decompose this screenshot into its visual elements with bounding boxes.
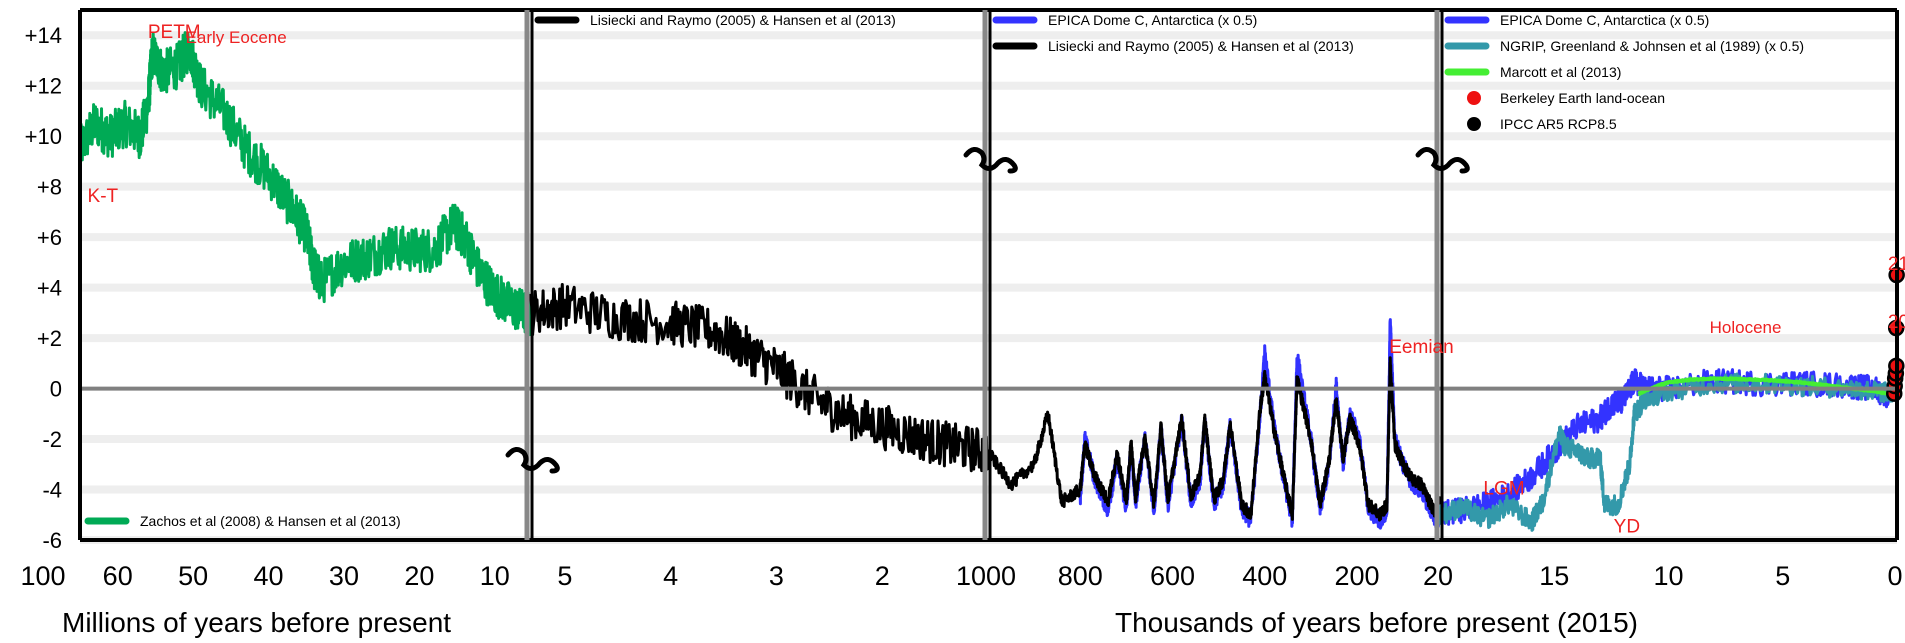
y-tick-label: +6 xyxy=(37,225,62,250)
legend-label: Lisiecki and Raymo (2005) & Hansen et al… xyxy=(590,12,896,28)
annotation-label: YD xyxy=(1614,516,1640,537)
frame-layer xyxy=(78,8,1899,542)
x-tick-label: 5 xyxy=(1775,561,1790,591)
x-tick-label: 30 xyxy=(329,561,359,591)
y-tick-label: +10 xyxy=(25,124,62,149)
annotation-label: PETM xyxy=(148,22,201,43)
legend-label: IPCC AR5 RCP8.5 xyxy=(1500,116,1617,132)
annotation-label: Eemian xyxy=(1389,337,1453,358)
y-tick-label: +14 xyxy=(25,23,62,48)
x-tick-label: 40 xyxy=(254,561,284,591)
annotation-label: Holocene xyxy=(1710,318,1782,337)
legend-dot xyxy=(1467,91,1481,105)
x-tick-label: 10 xyxy=(480,561,510,591)
axis-break-icon xyxy=(963,147,1018,174)
x-tick-label: 4 xyxy=(663,561,678,591)
annotation-label: K-T xyxy=(88,186,119,207)
y-tick-label: -4 xyxy=(42,478,62,503)
y-tick-label: -2 xyxy=(42,427,62,452)
legend-label: EPICA Dome C, Antarctica (x 0.5) xyxy=(1500,12,1709,28)
annotation-label: LGM xyxy=(1483,479,1524,500)
legend-label: Zachos et al (2008) & Hansen et al (2013… xyxy=(140,513,401,529)
y-tick-label: 0 xyxy=(50,377,62,402)
legend-label: EPICA Dome C, Antarctica (x 0.5) xyxy=(1048,12,1257,28)
axis-break-icon xyxy=(1415,147,1470,174)
x-tick-label: 200 xyxy=(1334,561,1379,591)
x-tick-label: 0 xyxy=(1887,561,1902,591)
series-line xyxy=(78,31,532,337)
series-line xyxy=(1438,368,1892,526)
y-tick-label: +8 xyxy=(37,175,62,200)
x-tick-label: 2 xyxy=(875,561,890,591)
x-tick-label: 100 xyxy=(20,561,65,591)
x-tick-label: 50 xyxy=(178,561,208,591)
x-axis-label-thousands: Thousands of years before present (2015) xyxy=(1115,607,1638,638)
annotation-label: Early Eocene xyxy=(186,28,287,47)
annotation-label: 2050 xyxy=(1888,312,1905,333)
legend-label: Lisiecki and Raymo (2005) & Hansen et al… xyxy=(1048,38,1354,54)
y-tick-label: -6 xyxy=(42,528,62,553)
y-tick-label: +12 xyxy=(25,74,62,99)
legend-label: Berkeley Earth land-ocean xyxy=(1500,90,1665,106)
x-tick-label: 10 xyxy=(1653,561,1683,591)
y-tick-label: +2 xyxy=(37,326,62,351)
x-tick-label: 15 xyxy=(1539,561,1569,591)
x-tick-label: 60 xyxy=(103,561,133,591)
x-tick-label: 800 xyxy=(1058,561,1103,591)
label-layer: Millions of years before present Thousan… xyxy=(20,12,1905,638)
x-tick-label: 5 xyxy=(557,561,572,591)
legend-label: NGRIP, Greenland & Johnsen et al (1989) … xyxy=(1500,38,1804,54)
series-line xyxy=(986,356,1442,522)
axis-break-icon xyxy=(505,447,560,474)
x-tick-label: 600 xyxy=(1150,561,1195,591)
legend-label: Marcott et al (2013) xyxy=(1500,64,1621,80)
legend-dot xyxy=(1467,117,1481,131)
x-tick-label: 400 xyxy=(1242,561,1287,591)
x-tick-label: 1000 xyxy=(956,561,1016,591)
series-line xyxy=(528,283,990,473)
series-layer xyxy=(78,31,1905,532)
x-tick-label: 3 xyxy=(769,561,784,591)
series-line xyxy=(1438,372,1894,532)
x-tick-label: 20 xyxy=(404,561,434,591)
x-axis-label-millions: Millions of years before present xyxy=(62,607,451,638)
y-tick-label: +4 xyxy=(37,276,62,301)
x-tick-label: 20 xyxy=(1423,561,1453,591)
